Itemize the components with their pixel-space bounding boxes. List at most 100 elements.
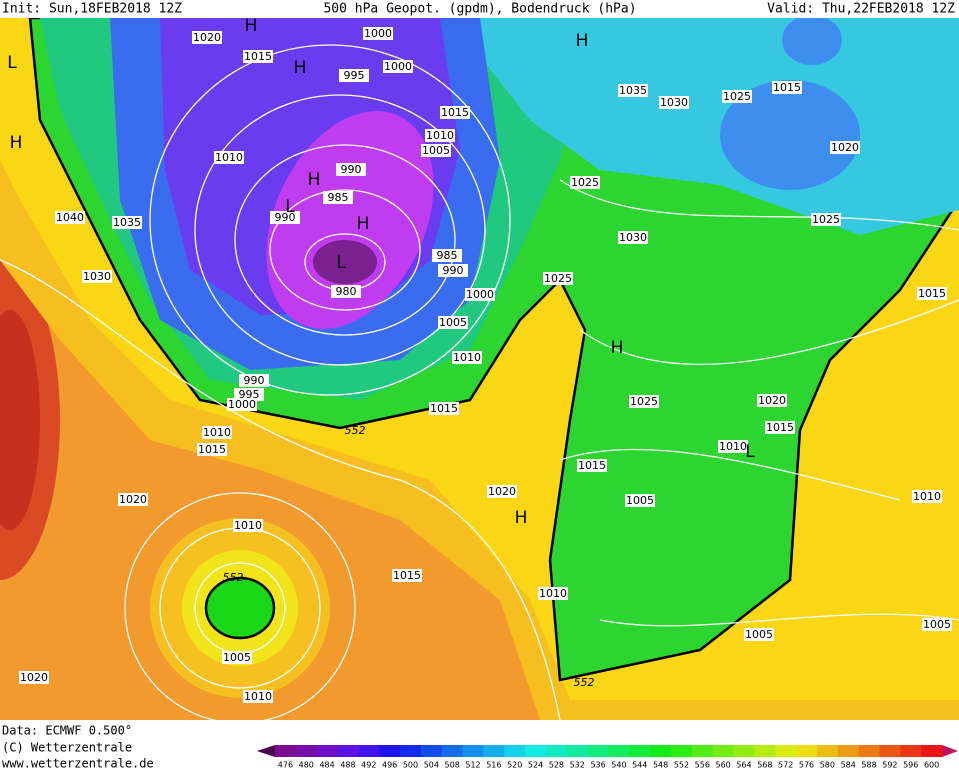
pressure-center: H: [576, 31, 589, 51]
colorbar-tick-label: 536: [590, 761, 605, 770]
pressure-center: H: [245, 16, 258, 36]
colorbar-tick-label: 512: [465, 761, 480, 770]
isobar-label: 1015: [198, 443, 226, 456]
colorbar-segment: [921, 745, 943, 757]
isobar-label-box: [363, 27, 393, 40]
isobar-label-box: [197, 443, 227, 456]
pressure-center: H: [515, 508, 528, 528]
isobar-label: 1005: [923, 618, 951, 631]
isobar-label-box: [452, 351, 482, 364]
colorbar-segment: [691, 745, 714, 757]
isobar-label-box: [323, 191, 353, 204]
pressure-center: L: [336, 253, 346, 273]
isobar-label: 1015: [918, 287, 946, 300]
contour-label: 552: [574, 676, 595, 689]
isobar-label-box: [811, 213, 841, 226]
colorbar-segment: [712, 745, 735, 757]
colorbar-tick-label: 560: [716, 761, 731, 770]
colorbar-segment: [900, 745, 922, 757]
isobar-label: 1010: [539, 587, 567, 600]
colorbar-tick-label: 508: [445, 761, 460, 770]
isobar-label-box: [543, 272, 573, 285]
isobar-label-box: [570, 176, 600, 189]
colorbar-tick-label: 516: [486, 761, 501, 770]
colorbar-segment: [379, 745, 401, 757]
isobar-label: 1010: [913, 490, 941, 503]
isobar: [149, 44, 511, 396]
colorbar-segment: [358, 745, 380, 757]
isobar-label: 1010: [453, 351, 481, 364]
isobar-label-box: [625, 494, 655, 507]
colorbar-segment: [837, 745, 860, 757]
pressure-center: L: [745, 442, 755, 462]
isobar-label: 1025: [723, 90, 751, 103]
isobar-label: 1025: [544, 272, 572, 285]
isobar-label: 1015: [578, 459, 606, 472]
isobar-label: 1020: [119, 493, 147, 506]
isobar-label-box: [438, 264, 468, 277]
colorbar-segment: [587, 745, 609, 757]
isobar-label-box: [465, 288, 495, 301]
geopotential-field: [0, 15, 959, 720]
isobar-label: 1035: [113, 216, 141, 229]
isobar-label-box: [383, 60, 413, 73]
colorbar-tick-label: 572: [778, 761, 793, 770]
contour-label: 552: [345, 424, 366, 437]
isobar-label: 1000: [364, 27, 392, 40]
colorbar-tick-label: 592: [882, 761, 897, 770]
isobar-label-box: [722, 90, 752, 103]
isobar-label-box: [757, 394, 787, 407]
colorbar-tick-label: 544: [632, 761, 647, 770]
colorbar-tick-label: 548: [653, 761, 668, 770]
colorbar-segment: [337, 745, 359, 757]
isobar-label: 1030: [660, 96, 688, 109]
isobar-label-box: [270, 211, 300, 224]
colorbar-segment: [566, 745, 589, 757]
isobar-label: 1030: [619, 231, 647, 244]
init-time: Init: Sun,18FEB2018 12Z: [2, 2, 182, 17]
isobar-label-box: [331, 285, 361, 298]
isobar-label-box: [577, 459, 607, 472]
isobar-label: 1020: [193, 31, 221, 44]
isobar-label: 1015: [441, 106, 469, 119]
isobar-label-box: [234, 388, 264, 401]
isobar-label: 1025: [812, 213, 840, 226]
isobar-label: 990: [443, 264, 464, 277]
isobar-label: 1015: [773, 81, 801, 94]
isobar-label: 1000: [466, 288, 494, 301]
isobar-label-box: [425, 129, 455, 142]
field-blue-east: [720, 80, 860, 190]
isobar-label: 1020: [758, 394, 786, 407]
pressure-center: L: [285, 197, 295, 217]
isobar-label: 985: [328, 191, 349, 204]
isobar-label: 1005: [223, 651, 251, 664]
isobar-label-box: [432, 249, 462, 262]
isobar-label: 1020: [488, 485, 516, 498]
isobar-label: 1010: [234, 519, 262, 532]
colorbar-segment: [796, 745, 818, 757]
isobar-label: 1015: [766, 421, 794, 434]
colorbar-tick-label: 492: [361, 761, 376, 770]
isobar: [194, 94, 486, 366]
isobar-label: 995: [344, 69, 365, 82]
isobar-label-box: [744, 628, 774, 641]
colorbar-segment: [316, 745, 339, 757]
isobar-label-box: [55, 211, 85, 224]
colorbar-segment: [608, 745, 630, 757]
isobar-label-box: [392, 569, 422, 582]
isobar-label-box: [233, 519, 263, 532]
colorbar-segment: [483, 745, 505, 757]
isobar-label-box: [618, 84, 648, 97]
colorbar-tick-label: 540: [611, 761, 626, 770]
isobar-label-box: [336, 163, 366, 176]
colorbar-tick-label: 564: [736, 761, 751, 770]
data-source: Data: ECMWF 0.500°: [2, 724, 132, 738]
pressure-center: L: [7, 53, 17, 73]
isobar-label-box: [538, 587, 568, 600]
isobar-label-box: [118, 493, 148, 506]
colorbar-segment: [295, 745, 318, 757]
isobar-label: 1015: [430, 402, 458, 415]
isobar-label-box: [429, 402, 459, 415]
isobar-label: 1020: [831, 141, 859, 154]
isobar: [599, 613, 959, 627]
